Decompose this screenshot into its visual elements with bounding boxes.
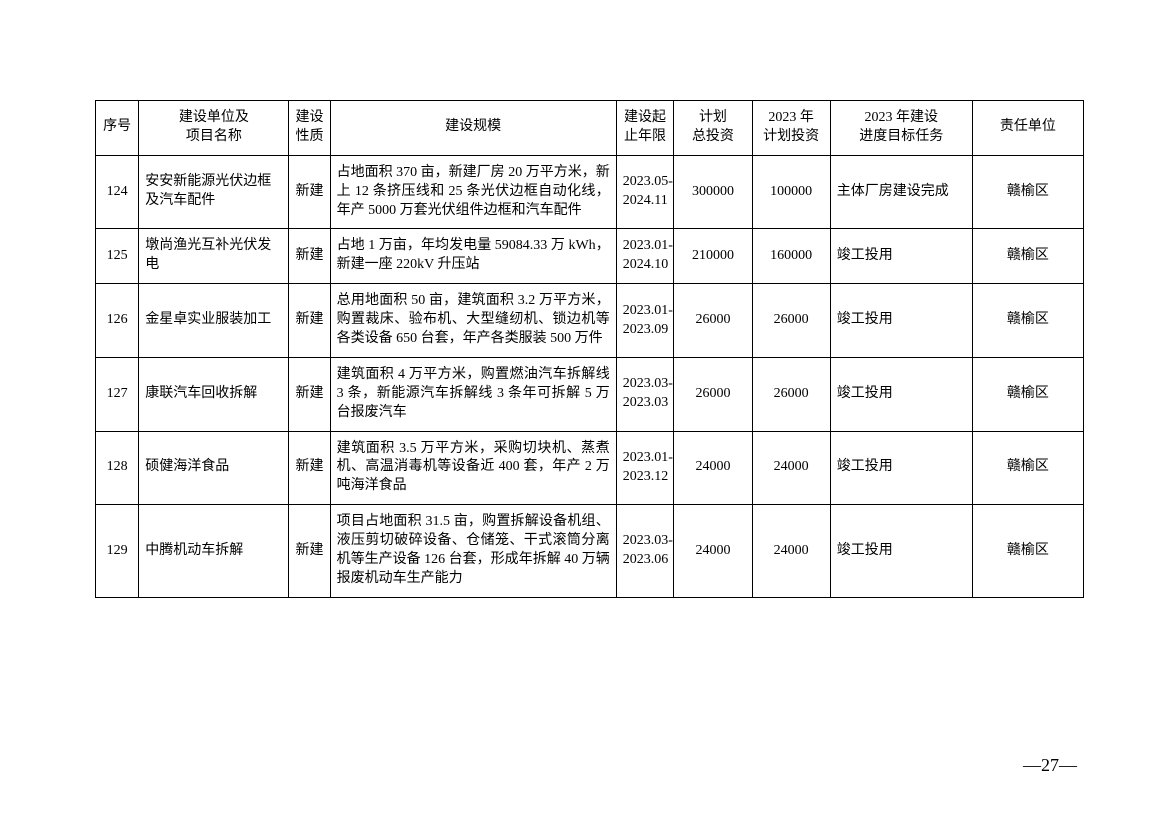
col-header-name: 建设单位及项目名称 <box>139 101 289 156</box>
cell-progress: 竣工投用 <box>830 284 972 358</box>
cell-scale: 建筑面积 4 万平方米，购置燃油汽车拆解线 3 条，新能源汽车拆解线 3 条年可… <box>330 357 616 431</box>
cell-nature: 新建 <box>289 155 330 229</box>
cell-totalinv: 24000 <box>674 431 752 505</box>
cell-progress: 竣工投用 <box>830 357 972 431</box>
table-body: 124安安新能源光伏边框及汽车配件新建占地面积 370 亩，新建厂房 20 万平… <box>96 155 1084 597</box>
cell-period: 2023.05-2024.11 <box>616 155 674 229</box>
cell-resp: 赣榆区 <box>972 284 1083 358</box>
cell-resp: 赣榆区 <box>972 431 1083 505</box>
cell-totalinv: 300000 <box>674 155 752 229</box>
cell-seq: 126 <box>96 284 139 358</box>
table-row: 126金星卓实业服装加工新建总用地面积 50 亩，建筑面积 3.2 万平方米，购… <box>96 284 1084 358</box>
cell-resp: 赣榆区 <box>972 357 1083 431</box>
cell-resp: 赣榆区 <box>972 505 1083 598</box>
col-header-progress: 2023 年建设进度目标任务 <box>830 101 972 156</box>
table-header-row: 序号 建设单位及项目名称 建设性质 建设规模 建设起止年限 计划总投资 2023… <box>96 101 1084 156</box>
cell-progress: 竣工投用 <box>830 229 972 284</box>
col-header-planinv: 2023 年计划投资 <box>752 101 830 156</box>
projects-table: 序号 建设单位及项目名称 建设性质 建设规模 建设起止年限 计划总投资 2023… <box>95 100 1084 598</box>
cell-period: 2023.01-2024.10 <box>616 229 674 284</box>
cell-seq: 124 <box>96 155 139 229</box>
col-header-nature: 建设性质 <box>289 101 330 156</box>
table-row: 127康联汽车回收拆解新建建筑面积 4 万平方米，购置燃油汽车拆解线 3 条，新… <box>96 357 1084 431</box>
col-header-seq: 序号 <box>96 101 139 156</box>
col-header-scale: 建设规模 <box>330 101 616 156</box>
cell-resp: 赣榆区 <box>972 155 1083 229</box>
col-header-totalinv: 计划总投资 <box>674 101 752 156</box>
table-header: 序号 建设单位及项目名称 建设性质 建设规模 建设起止年限 计划总投资 2023… <box>96 101 1084 156</box>
cell-planinv: 24000 <box>752 505 830 598</box>
cell-nature: 新建 <box>289 229 330 284</box>
cell-nature: 新建 <box>289 505 330 598</box>
col-header-period: 建设起止年限 <box>616 101 674 156</box>
cell-totalinv: 26000 <box>674 357 752 431</box>
cell-name: 墩尚渔光互补光伏发电 <box>139 229 289 284</box>
cell-seq: 125 <box>96 229 139 284</box>
cell-resp: 赣榆区 <box>972 229 1083 284</box>
cell-progress: 竣工投用 <box>830 505 972 598</box>
table-row: 124安安新能源光伏边框及汽车配件新建占地面积 370 亩，新建厂房 20 万平… <box>96 155 1084 229</box>
cell-period: 2023.01-2023.09 <box>616 284 674 358</box>
cell-scale: 占地面积 370 亩，新建厂房 20 万平方米，新上 12 条挤压线和 25 条… <box>330 155 616 229</box>
cell-scale: 总用地面积 50 亩，建筑面积 3.2 万平方米，购置裁床、验布机、大型缝纫机、… <box>330 284 616 358</box>
cell-period: 2023.01-2023.12 <box>616 431 674 505</box>
cell-planinv: 24000 <box>752 431 830 505</box>
cell-planinv: 26000 <box>752 357 830 431</box>
table-row: 125墩尚渔光互补光伏发电新建占地 1 万亩，年均发电量 59084.33 万 … <box>96 229 1084 284</box>
cell-progress: 主体厂房建设完成 <box>830 155 972 229</box>
cell-seq: 128 <box>96 431 139 505</box>
cell-planinv: 100000 <box>752 155 830 229</box>
cell-period: 2023.03-2023.03 <box>616 357 674 431</box>
cell-planinv: 26000 <box>752 284 830 358</box>
cell-scale: 项目占地面积 31.5 亩，购置拆解设备机组、液压剪切破碎设备、仓储笼、干式滚筒… <box>330 505 616 598</box>
cell-totalinv: 210000 <box>674 229 752 284</box>
cell-name: 安安新能源光伏边框及汽车配件 <box>139 155 289 229</box>
col-header-resp: 责任单位 <box>972 101 1083 156</box>
page-number: —27— <box>1023 755 1077 776</box>
cell-name: 金星卓实业服装加工 <box>139 284 289 358</box>
cell-scale: 建筑面积 3.5 万平方米，采购切块机、蒸煮机、高温消毒机等设备近 400 套，… <box>330 431 616 505</box>
cell-seq: 129 <box>96 505 139 598</box>
cell-planinv: 160000 <box>752 229 830 284</box>
cell-name: 硕健海洋食品 <box>139 431 289 505</box>
cell-nature: 新建 <box>289 431 330 505</box>
cell-nature: 新建 <box>289 284 330 358</box>
cell-progress: 竣工投用 <box>830 431 972 505</box>
cell-totalinv: 24000 <box>674 505 752 598</box>
table-row: 129中腾机动车拆解新建项目占地面积 31.5 亩，购置拆解设备机组、液压剪切破… <box>96 505 1084 598</box>
cell-name: 中腾机动车拆解 <box>139 505 289 598</box>
cell-name: 康联汽车回收拆解 <box>139 357 289 431</box>
cell-scale: 占地 1 万亩，年均发电量 59084.33 万 kWh，新建一座 220kV … <box>330 229 616 284</box>
cell-nature: 新建 <box>289 357 330 431</box>
cell-seq: 127 <box>96 357 139 431</box>
table-row: 128硕健海洋食品新建建筑面积 3.5 万平方米，采购切块机、蒸煮机、高温消毒机… <box>96 431 1084 505</box>
cell-period: 2023.03-2023.06 <box>616 505 674 598</box>
cell-totalinv: 26000 <box>674 284 752 358</box>
